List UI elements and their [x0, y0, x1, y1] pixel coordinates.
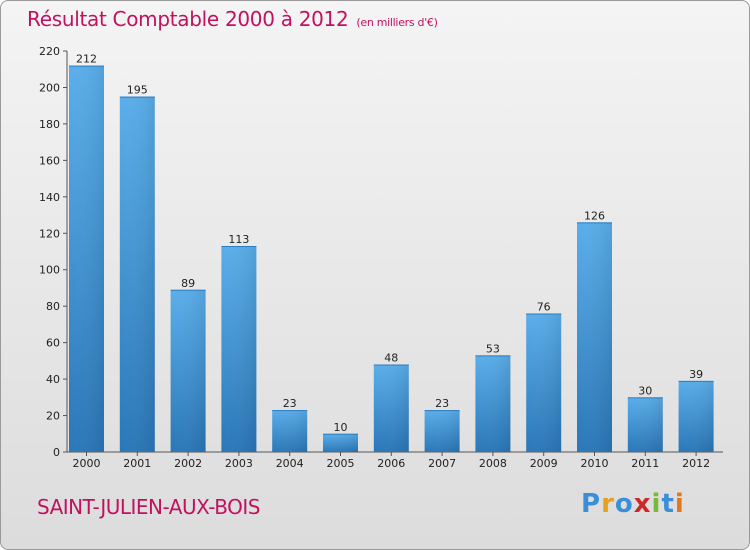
- data-label: 76: [537, 300, 551, 313]
- bar-shade-2004: [272, 410, 308, 452]
- y-tick-label: 60: [46, 337, 60, 350]
- y-tick-label: 100: [39, 264, 60, 277]
- logo-letter: r: [601, 489, 615, 519]
- x-tick-label: 2001: [123, 457, 151, 470]
- logo-letter: t: [661, 489, 675, 519]
- y-tick-label: 140: [39, 191, 60, 204]
- y-tick-label: 40: [46, 373, 60, 386]
- data-label: 113: [228, 233, 249, 246]
- data-label: 89: [181, 277, 195, 290]
- data-label: 53: [486, 342, 500, 355]
- x-tick-label: 2006: [377, 457, 405, 470]
- logo-letter: o: [614, 489, 634, 519]
- x-tick-label: 2000: [73, 457, 101, 470]
- y-tick-label: 180: [39, 118, 60, 131]
- bar-shade-2011: [627, 397, 663, 452]
- data-label: 212: [76, 53, 97, 66]
- bar-shade-2007: [424, 410, 460, 452]
- bar-shade-2006: [373, 364, 409, 452]
- proxiti-logo: Proxiti: [581, 489, 685, 519]
- x-tick-label: 2004: [276, 457, 304, 470]
- bar-shade-2002: [170, 289, 206, 452]
- x-tick-label: 2011: [631, 457, 659, 470]
- chart-title: Résultat Comptable 2000 à 2012 (en millie…: [27, 7, 438, 31]
- x-tick-label: 2002: [174, 457, 202, 470]
- bar-shade-2008: [475, 355, 511, 452]
- x-tick-label: 2012: [682, 457, 710, 470]
- x-tick-label: 2009: [530, 457, 558, 470]
- bar-shade-2012: [678, 380, 714, 452]
- logo-letter: i: [674, 489, 685, 519]
- data-label: 23: [283, 397, 297, 410]
- data-label: 10: [334, 421, 348, 434]
- x-tick-label: 2005: [327, 457, 355, 470]
- bar-shade-2010: [577, 222, 612, 452]
- data-labels: 212 195 89 113 23 10 48 23 53 76 126 30 39: [76, 53, 703, 434]
- logo-letter: P: [581, 489, 602, 519]
- bar-shade-2003: [221, 246, 257, 452]
- y-tick-label: 220: [39, 45, 60, 58]
- x-tick-label: 2003: [225, 457, 253, 470]
- y-tick-label: 80: [46, 300, 60, 313]
- y-tick-label: 0: [53, 446, 60, 459]
- data-label: 126: [584, 209, 605, 222]
- bar-shade-2000: [69, 65, 104, 452]
- chart-unit: (en milliers d'€): [356, 16, 438, 29]
- y-tick-label: 120: [39, 227, 60, 240]
- data-label: 30: [638, 384, 652, 397]
- x-tick-label: 2010: [581, 457, 609, 470]
- chart-title-text: Résultat Comptable 2000 à 2012: [27, 7, 349, 31]
- x-tick-label: 2008: [479, 457, 507, 470]
- bars: [69, 65, 714, 453]
- logo-letter: x: [633, 489, 652, 519]
- y-tick-label: 160: [39, 154, 60, 167]
- bar-shade-2005: [323, 433, 358, 452]
- bar-shade-2009: [526, 313, 562, 452]
- commune-name: SAINT-JULIEN-AUX-BOIS: [37, 495, 261, 519]
- y-tick-label: 200: [39, 81, 60, 94]
- data-label: 195: [127, 84, 148, 97]
- data-label: 39: [689, 368, 703, 381]
- bar-shade-2001: [119, 96, 155, 453]
- y-tick-label: 20: [46, 410, 60, 423]
- logo-letter: i: [651, 489, 662, 519]
- axes: 0 20 40 60 80 100 120 140 160 180 200 220 2000 2001 20…: [39, 45, 723, 470]
- data-label: 23: [435, 397, 449, 410]
- x-tick-label: 2007: [428, 457, 456, 470]
- data-label: 48: [384, 352, 398, 365]
